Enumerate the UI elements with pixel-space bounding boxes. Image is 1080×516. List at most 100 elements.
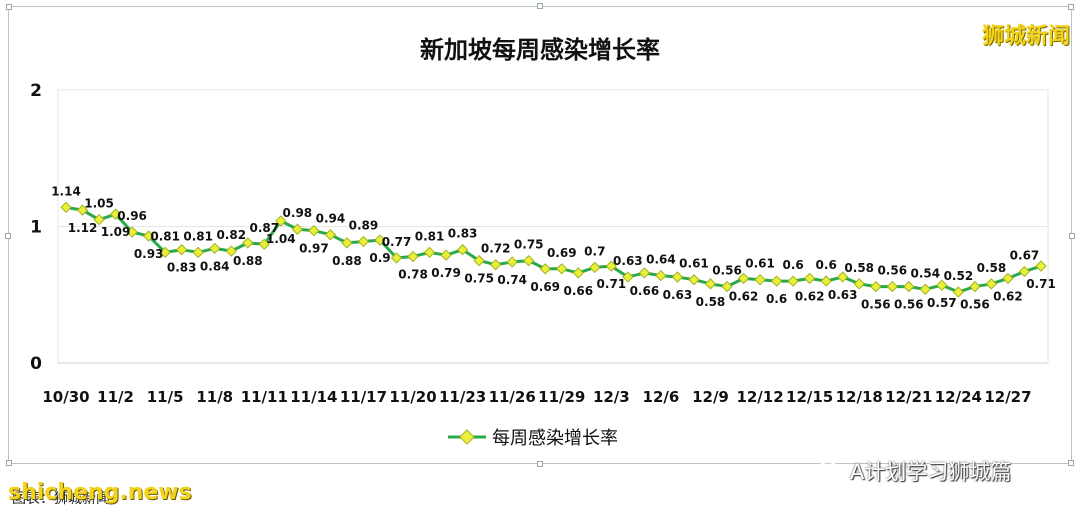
data-point [539, 263, 551, 275]
data-point [324, 229, 337, 241]
data-label: 0.96 [117, 209, 147, 223]
data-point [985, 278, 998, 290]
data-point [737, 272, 750, 285]
x-tick-label: 11/14 [290, 388, 337, 406]
data-label: 1.09 [101, 225, 131, 239]
data-point [374, 234, 386, 246]
data-label: 0.52 [944, 269, 974, 283]
data-point [787, 275, 799, 287]
data-point [556, 263, 568, 275]
resize-handle[interactable] [5, 233, 11, 239]
data-label: 0.83 [167, 261, 197, 275]
data-point [523, 254, 535, 267]
data-label: 0.71 [1026, 277, 1056, 291]
data-point [1035, 260, 1047, 272]
x-tick-label: 12/27 [984, 388, 1031, 406]
x-tick-label: 12/21 [885, 388, 932, 406]
resize-handle[interactable] [1068, 460, 1074, 466]
data-labels: 1.141.121.051.090.960.930.810.830.810.84… [51, 184, 1056, 311]
data-label: 0.74 [497, 273, 527, 287]
data-label: 0.56 [960, 298, 990, 312]
data-point [490, 259, 502, 271]
data-point [721, 280, 733, 293]
series-group [60, 201, 1047, 298]
data-label: 0.63 [613, 254, 643, 268]
data-point [159, 246, 171, 259]
wechat-label: A计划学习狮城篇 [850, 460, 1012, 484]
data-point [209, 242, 221, 255]
wechat-icon [818, 461, 843, 481]
data-point [820, 275, 832, 287]
legend-label: 每周感染增长率 [492, 428, 618, 449]
resize-handle[interactable] [6, 4, 12, 10]
data-point [176, 244, 188, 256]
data-label: 0.93 [134, 247, 164, 261]
data-label: 0.57 [927, 296, 957, 310]
data-label: 0.63 [828, 288, 858, 302]
data-label: 0.97 [299, 242, 329, 256]
data-label: 0.62 [795, 289, 825, 303]
data-point [109, 208, 122, 220]
data-label: 0.69 [530, 280, 560, 294]
data-point [671, 271, 684, 283]
site-watermark: shicheng.news [8, 480, 192, 505]
data-point [473, 254, 485, 267]
legend[interactable]: 每周感染增长率 [448, 428, 618, 449]
data-label: 0.94 [316, 212, 346, 226]
y-tick-label: 2 [30, 81, 42, 101]
resize-handle[interactable] [1068, 4, 1074, 10]
data-label: 0.81 [183, 229, 213, 243]
data-label: 0.82 [216, 228, 246, 242]
data-label: 1.05 [84, 197, 114, 211]
resize-handle[interactable] [1069, 233, 1075, 239]
legend-marker-swatch [459, 429, 475, 445]
x-tick-label: 12/12 [736, 388, 783, 406]
data-label: 0.88 [233, 254, 263, 268]
data-label: 0.67 [1010, 249, 1040, 263]
data-label: 0.66 [630, 284, 660, 298]
x-tick-label: 12/9 [692, 388, 729, 406]
data-label: 0.56 [712, 264, 742, 278]
data-label: 0.63 [663, 288, 693, 302]
data-label: 0.75 [514, 238, 544, 252]
chart-frame [5, 3, 1075, 467]
data-label: 0.58 [844, 261, 874, 275]
data-label: 0.61 [679, 257, 709, 271]
resize-handle[interactable] [6, 460, 12, 466]
y-axis: 0 1 2 [30, 81, 42, 374]
data-label: 0.58 [696, 295, 726, 309]
data-point [704, 278, 717, 290]
data-label: 0.6 [766, 292, 787, 306]
resize-handle[interactable] [537, 3, 543, 9]
x-tick-label: 11/2 [97, 388, 134, 406]
x-tick-label: 11/26 [489, 388, 536, 406]
resize-handle[interactable] [537, 461, 543, 467]
data-label: 0.83 [448, 227, 478, 241]
data-label: 1.04 [266, 232, 296, 246]
data-point [1018, 265, 1031, 278]
source-caption: 图表：狮城新闻 [12, 491, 110, 507]
data-point [638, 267, 651, 279]
x-tick-label: 11/17 [340, 388, 387, 406]
data-label: 0.88 [332, 254, 362, 268]
y-tick-label: 1 [30, 218, 42, 238]
data-label: 0.72 [481, 242, 511, 256]
data-point [242, 237, 254, 249]
data-point [622, 271, 634, 283]
data-label: 0.62 [729, 289, 759, 303]
data-label: 0.61 [745, 257, 775, 271]
data-point [93, 213, 105, 226]
data-point [423, 246, 436, 259]
x-tick-label: 12/18 [836, 388, 883, 406]
data-point [456, 244, 469, 256]
x-tick-label: 12/6 [643, 388, 680, 406]
data-label: 0.81 [150, 229, 180, 243]
data-label: 0.84 [200, 259, 230, 273]
wechat-account: A计划学习狮城篇 [818, 456, 1011, 486]
data-point [655, 269, 667, 282]
data-point [1002, 272, 1014, 285]
data-point [341, 237, 353, 249]
data-label: 0.56 [894, 298, 924, 312]
data-point [390, 252, 403, 264]
